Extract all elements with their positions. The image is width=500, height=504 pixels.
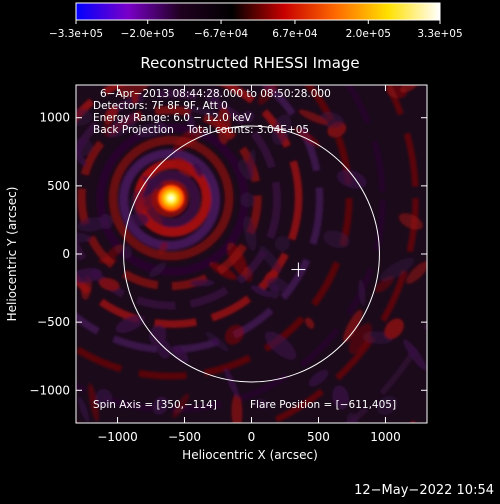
- y-tick-label: 500: [47, 179, 70, 193]
- annotation-time: 6−Apr−2013 08:44:28.000 to 08:50:28.000: [100, 88, 331, 100]
- flare-position-label: Flare Position = [−611,405]: [250, 399, 396, 411]
- colorbar-tick-label: 3.3e+05: [417, 28, 462, 40]
- solar-limb: [123, 125, 380, 383]
- chart-title: Reconstructed RHESSI Image: [140, 54, 359, 72]
- colorbar-tick-label: 2.0e+05: [346, 28, 391, 40]
- y-axis-label: Heliocentric Y (arcsec): [5, 187, 19, 322]
- x-tick-label: −500: [168, 430, 201, 444]
- colorbar-tick-label: 6.7e+04: [272, 28, 318, 40]
- annotation-detectors: Detectors: 7F 8F 9F, Att 0: [93, 100, 228, 112]
- x-tick-label: 0: [248, 430, 256, 444]
- y-tick-label: −1000: [29, 383, 70, 397]
- annotations: 6−Apr−2013 08:44:28.000 to 08:50:28.000 …: [93, 88, 396, 411]
- flare-source: [155, 182, 188, 215]
- x-tick-label: 1000: [370, 430, 401, 444]
- y-tick-label: 1000: [39, 111, 70, 125]
- colorbar-tick-label: −3.3e+05: [49, 28, 103, 40]
- colorbar-strip: [75, 2, 441, 21]
- spin-axis-label: Spin Axis = [350,−114]: [93, 399, 217, 411]
- x-axis-label: Heliocentric X (arcsec): [182, 448, 318, 462]
- annotation-method: Back Projection Total counts: 3.04E+05: [93, 124, 309, 136]
- y-tick-label: −500: [37, 315, 70, 329]
- x-tick-label: 500: [307, 430, 330, 444]
- annotation-energy: Energy Range: 6.0 − 12.0 keV: [93, 112, 252, 124]
- colorbar-tick-label: −6.7e+04: [194, 28, 248, 40]
- timestamp: 12−May−2022 10:54: [354, 483, 494, 498]
- colorbar: −3.3e+05 −2.0e+05 −6.7e+04 6.7e+04 2.0e+05 3.…: [49, 2, 463, 40]
- spin-axis-marker: [291, 262, 306, 277]
- x-tick-label: −1000: [97, 430, 138, 444]
- colorbar-tick-label: −2.0e+05: [121, 28, 175, 40]
- y-tick-label: 0: [62, 247, 70, 261]
